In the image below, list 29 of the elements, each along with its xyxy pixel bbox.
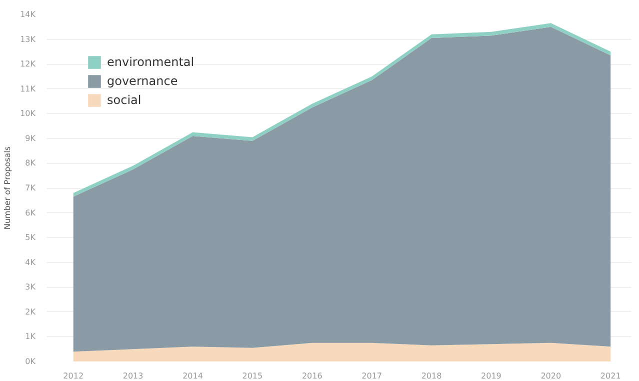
x-tick-label: 2018 bbox=[421, 372, 442, 380]
y-tick-label: 1K bbox=[25, 332, 36, 342]
y-tick-label: 4K bbox=[25, 258, 36, 267]
y-tick-label: 14K bbox=[20, 10, 36, 19]
x-tick-label: 2014 bbox=[182, 372, 203, 380]
y-tick-label: 3K bbox=[25, 282, 36, 292]
y-tick-label: 7K bbox=[25, 184, 36, 192]
y-tick-label: 13K bbox=[20, 34, 36, 44]
y-tick-label: 9K bbox=[25, 134, 36, 143]
x-tick-label: 2020 bbox=[540, 372, 562, 380]
x-tick-label: 2021 bbox=[600, 372, 621, 380]
x-tick-label: 2015 bbox=[242, 372, 263, 380]
y-tick-label: 10K bbox=[20, 109, 36, 118]
y-tick-label: 5K bbox=[25, 233, 36, 242]
x-tick-label: 2019 bbox=[481, 372, 502, 380]
legend-label: governance bbox=[107, 74, 178, 88]
x-tick-label: 2017 bbox=[362, 372, 382, 380]
y-tick-label: 11K bbox=[20, 84, 36, 94]
legend-label: environmental bbox=[107, 55, 194, 69]
y-tick-label: 2K bbox=[25, 307, 36, 316]
y-tick-label: 6K bbox=[25, 208, 36, 218]
x-tick-label: 2012 bbox=[63, 372, 84, 380]
y-tick-label: 8K bbox=[25, 158, 36, 168]
y-axis-title: Number of Proposals bbox=[3, 146, 12, 230]
x-tick-label: 2016 bbox=[302, 372, 322, 380]
x-tick-label: 2013 bbox=[122, 372, 144, 380]
legend-label: social bbox=[107, 93, 142, 107]
y-tick-label: 12K bbox=[20, 60, 36, 69]
y-tick-label: 0K bbox=[25, 357, 36, 366]
